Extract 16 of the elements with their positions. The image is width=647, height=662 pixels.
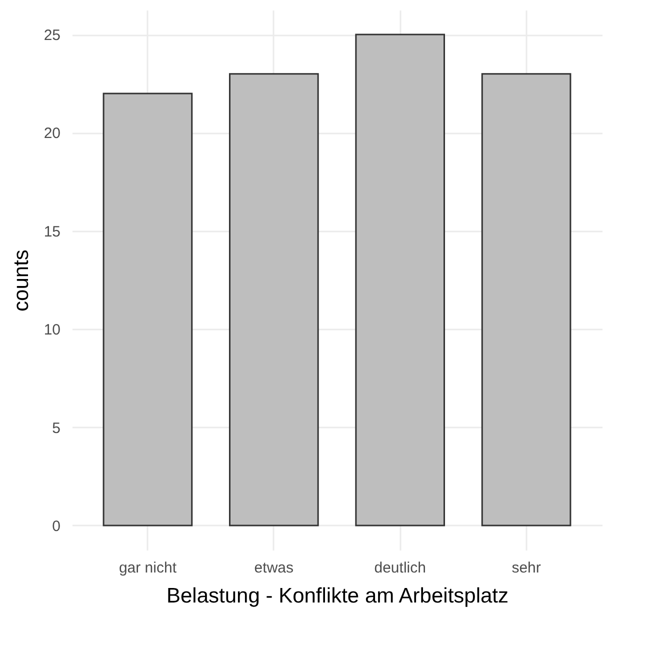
- x-tick-label: deutlich: [374, 560, 426, 576]
- x-axis-title: Belastung - Konflikte am Arbeitsplatz: [166, 584, 509, 608]
- x-tick-label: etwas: [254, 560, 294, 576]
- y-tick-label: 25: [44, 27, 60, 44]
- y-tick-label: 20: [44, 125, 60, 142]
- bar: [481, 73, 572, 526]
- x-tick-label: gar nicht: [118, 560, 178, 576]
- y-axis-title: counts: [10, 250, 33, 312]
- y-tick-label: 15: [44, 223, 60, 240]
- y-tick-label: 0: [52, 518, 60, 535]
- y-tick-label: 10: [44, 322, 60, 339]
- bar: [102, 92, 193, 526]
- y-tick-label: 5: [52, 420, 60, 437]
- x-tick-label: sehr: [512, 560, 541, 576]
- bar: [228, 73, 319, 526]
- bar: [355, 34, 446, 526]
